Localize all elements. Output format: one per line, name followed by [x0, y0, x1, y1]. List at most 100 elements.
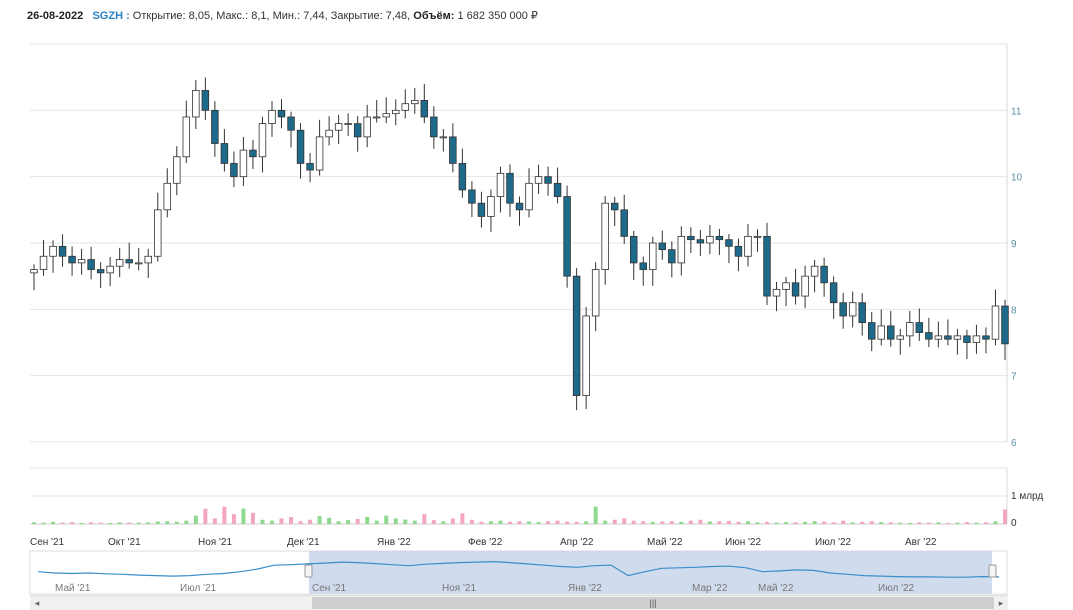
candle-body: [87, 259, 95, 270]
candle-body: [591, 269, 600, 317]
candle-body: [934, 335, 943, 340]
volume-bar: [403, 519, 408, 524]
price-tick-label: 7: [1011, 372, 1017, 383]
quote-header: 26-08-2022 SGZH : Открытие: 8,05, Макс.:…: [27, 9, 538, 22]
candle-body: [515, 202, 524, 211]
volume-bar: [650, 521, 655, 524]
candle-body: [896, 335, 905, 340]
candle-body: [534, 176, 543, 184]
candlestick-series: [30, 77, 1009, 411]
open-value: 8,05,: [188, 10, 214, 22]
date-tick-label: Авг '22: [905, 537, 937, 548]
volume-bar: [1003, 509, 1007, 524]
volume-bar: [907, 522, 912, 524]
volume-bar: [117, 522, 122, 524]
volume-bar: [784, 522, 789, 524]
candle-body: [468, 189, 476, 204]
volume-bar: [574, 521, 579, 524]
high-label: Макс.:: [216, 10, 249, 22]
volume-bar: [507, 521, 512, 524]
candle-body: [353, 123, 362, 138]
candle-body: [201, 90, 210, 111]
date-tick-label: Ноя '21: [198, 537, 232, 548]
candle-body: [630, 235, 638, 264]
candle-body: [668, 249, 676, 264]
date-axis-labels: Сен '21 Окт '21 Ноя '21 Дек '21 Янв '22 Фев '…: [30, 537, 937, 548]
volume-bar: [755, 522, 760, 524]
candle-body: [277, 109, 286, 118]
candle-body: [734, 245, 743, 257]
volume-bar: [241, 508, 246, 524]
volume-label: Объём:: [413, 10, 455, 22]
candle-body: [782, 282, 790, 290]
volume-bar: [726, 520, 731, 524]
candle-body: [1001, 305, 1009, 345]
navigator-tick-label: Янв '22: [568, 583, 602, 594]
candle-body: [372, 116, 381, 119]
close-label: Закрытие:: [330, 10, 383, 22]
volume-bar: [641, 521, 646, 524]
candle-body: [39, 255, 48, 270]
candle-body: [315, 136, 324, 171]
volume-bar: [41, 522, 46, 524]
volume-bar: [308, 519, 313, 524]
candle-body: [144, 255, 152, 264]
right-arrow-icon[interactable]: ▸: [998, 598, 1004, 608]
candle-body: [563, 196, 571, 277]
stock-chart[interactable]: 6 7 8 9 10 11 0 1 млрд Сен '21 Окт '21 Ноя '21 Де…: [0, 0, 1073, 595]
scrollbar[interactable]: ◂ ||| ▸: [30, 595, 1008, 610]
date-tick-label: Июн '22: [725, 537, 761, 548]
candle-body: [649, 242, 657, 270]
candle-body: [772, 289, 781, 297]
volume-bar: [260, 519, 265, 524]
candle-body: [867, 322, 876, 340]
volume-bar: [317, 516, 322, 524]
volume-bar: [422, 514, 427, 524]
volume-bar: [279, 518, 284, 524]
candle-body: [182, 116, 191, 158]
ticker-symbol: SGZH :: [92, 10, 130, 22]
volume-bar: [536, 522, 541, 524]
candle-body: [115, 259, 124, 267]
volume-bar: [546, 521, 551, 524]
volume-bar: [812, 521, 817, 524]
volume-bar: [945, 522, 950, 524]
volume-bar: [622, 518, 627, 524]
candle-body: [696, 239, 705, 244]
candle-body: [192, 90, 200, 118]
volume-bar: [431, 520, 436, 524]
volume-bar: [269, 520, 274, 524]
candle-body: [877, 325, 885, 340]
candle-body: [820, 265, 828, 284]
candle-body: [553, 182, 562, 197]
candle-body: [249, 149, 257, 158]
candle-body: [430, 116, 438, 138]
volume-bar: [298, 521, 303, 524]
volume-bar: [822, 521, 827, 524]
volume-value: 1 682 350 000 ₽: [457, 10, 538, 22]
date-tick-label: Апр '22: [560, 537, 594, 548]
volume-bar: [717, 521, 722, 524]
volume-bar: [460, 513, 465, 524]
volume-bar: [327, 517, 332, 524]
volume-grid: [30, 467, 1008, 525]
volume-bar: [612, 519, 617, 524]
candle-body: [477, 202, 486, 217]
date-tick-label: Окт '21: [108, 537, 141, 548]
candle-body: [163, 182, 172, 211]
left-arrow-icon[interactable]: ◂: [34, 598, 40, 608]
volume-bar: [127, 522, 132, 524]
volume-bar: [774, 522, 779, 524]
date-tick-label: Май '22: [647, 537, 683, 548]
scroll-thumb[interactable]: |||: [312, 597, 994, 609]
candle-body: [125, 259, 133, 264]
volume-bar: [860, 521, 865, 524]
volume-bar: [803, 521, 808, 524]
date-tick-label: Янв '22: [377, 537, 411, 548]
volume-bar: [498, 520, 503, 524]
candle-body: [525, 182, 533, 211]
candle-body: [211, 109, 219, 144]
candle-body: [610, 202, 619, 211]
candle-body: [887, 325, 895, 340]
candle-body: [953, 335, 962, 340]
